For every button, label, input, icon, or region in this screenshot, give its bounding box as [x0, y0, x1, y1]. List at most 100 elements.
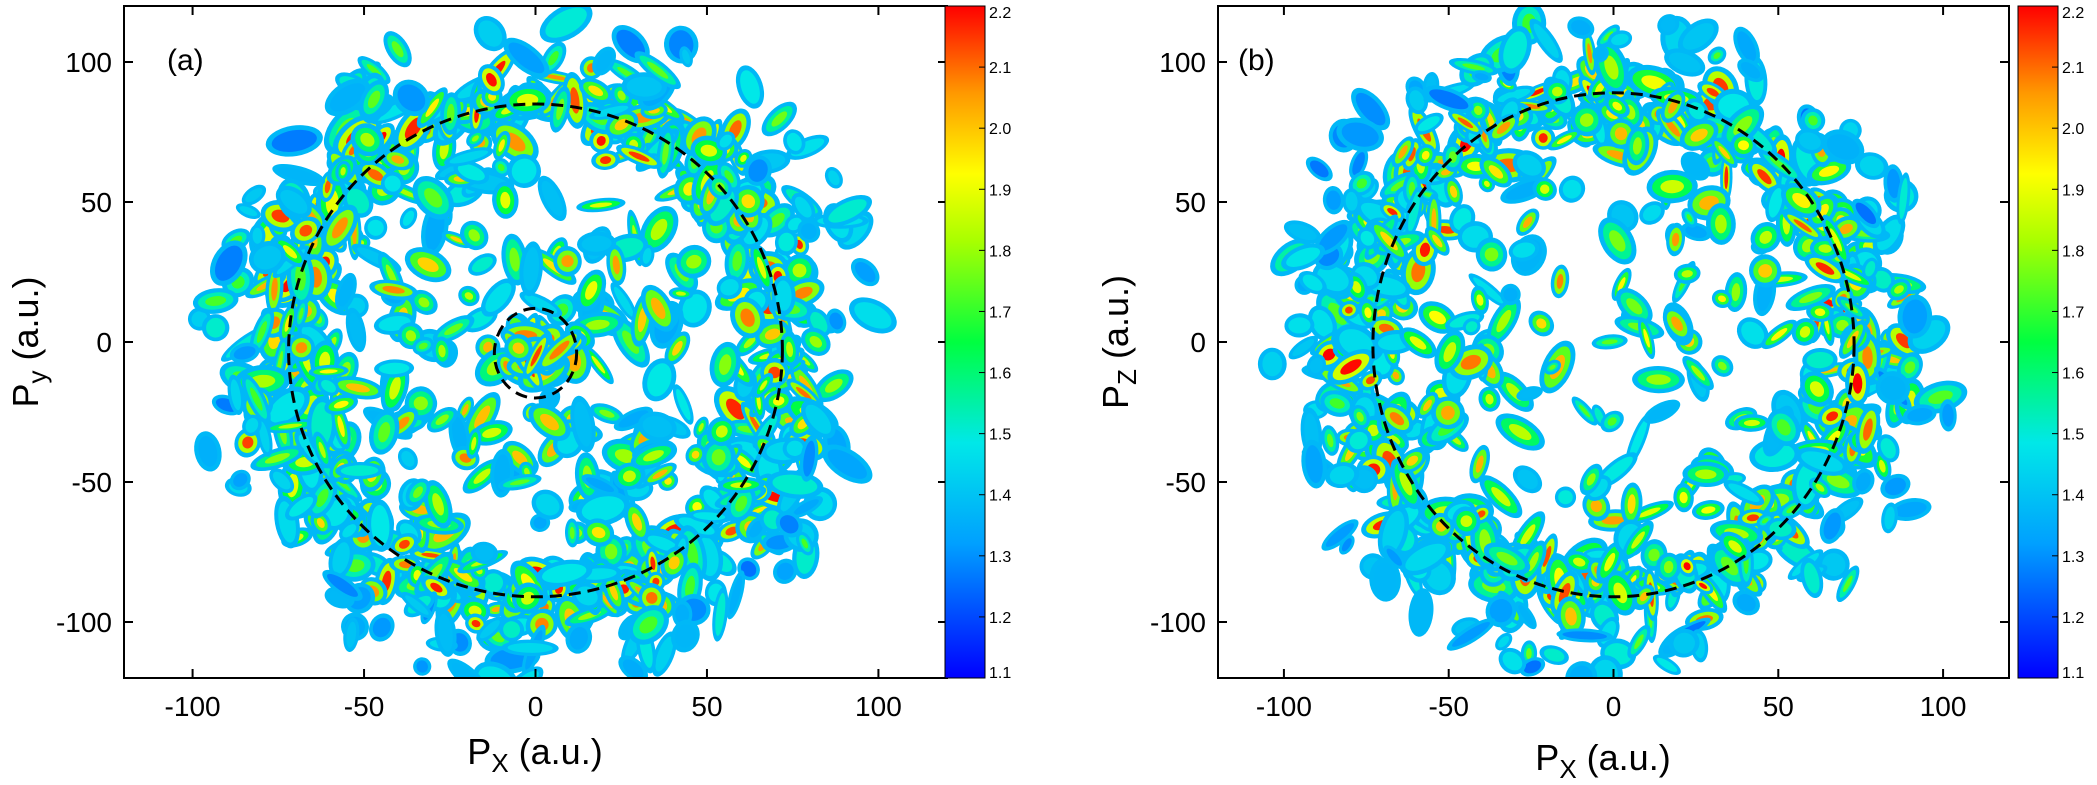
density-blob — [499, 617, 525, 642]
blob-mid — [503, 621, 521, 638]
blob-core — [612, 255, 620, 275]
blob-core — [792, 263, 807, 278]
blob-core — [622, 470, 636, 483]
blob-core — [824, 378, 843, 393]
blob-mid — [1497, 88, 1531, 103]
blob-core — [1604, 55, 1619, 80]
density-blob — [693, 416, 709, 439]
density-blob — [334, 272, 357, 311]
density-blob — [764, 389, 794, 413]
blob-core — [1449, 185, 1458, 198]
blob-mid — [272, 471, 291, 490]
blob-mid — [1873, 270, 1892, 289]
density-blob — [801, 400, 836, 439]
density-blob — [249, 308, 275, 356]
blob-core — [295, 342, 308, 354]
blob-core — [497, 163, 505, 172]
blob-core — [1573, 557, 1586, 567]
blob-core — [548, 51, 559, 66]
colorbar-ticks-a: 1.11.21.31.41.51.61.71.81.92.02.12.2 — [979, 5, 1011, 682]
density-blob — [1804, 253, 1846, 284]
blob-core — [1757, 169, 1772, 185]
x-axis-main-a: P — [467, 731, 491, 772]
colorbar-tick-label: 1.3 — [989, 549, 1011, 566]
blob-core — [1720, 556, 1739, 576]
blob-core — [756, 256, 767, 279]
density-blob — [399, 207, 418, 230]
blob-mid — [438, 613, 453, 652]
blob-core — [432, 493, 444, 516]
density-blob — [645, 547, 661, 579]
density-blob — [229, 469, 251, 491]
blob-core — [622, 330, 640, 354]
blob-mid — [569, 626, 588, 650]
y-axis-main-a: P — [5, 384, 46, 408]
blob-core — [299, 224, 313, 237]
blob-core — [724, 170, 734, 183]
blob-core — [1364, 307, 1372, 319]
density-blob — [627, 605, 669, 645]
blob-mid — [239, 206, 258, 217]
blob-core — [444, 323, 464, 336]
density-blob — [1307, 305, 1338, 342]
blob-core — [1529, 87, 1547, 97]
density-blob — [468, 253, 497, 276]
blob-mid — [372, 617, 391, 638]
blob-core — [1542, 545, 1552, 567]
blob-mid — [479, 620, 500, 639]
density-blob — [423, 480, 453, 529]
blob-mid — [740, 70, 760, 104]
blob-core — [278, 423, 303, 429]
blob-mid — [719, 134, 732, 148]
density-blob — [1692, 577, 1714, 595]
blob-mid — [402, 210, 415, 226]
density-blob — [1831, 215, 1862, 242]
blob-core — [1367, 424, 1380, 437]
density-blob — [331, 403, 351, 450]
density-blob — [577, 231, 617, 256]
density-blob — [651, 631, 677, 677]
density-blob — [1887, 278, 1911, 301]
blob-core — [450, 236, 464, 243]
density-blob — [639, 206, 679, 253]
blob-mid — [545, 7, 587, 38]
blob-core — [1862, 346, 1873, 369]
density-blob — [1626, 64, 1682, 101]
density-blob — [491, 157, 511, 177]
density-blob — [750, 243, 773, 292]
blob-core — [345, 383, 370, 393]
blob-core — [1558, 583, 1571, 604]
density-blob — [366, 499, 394, 552]
y-axis-sub-a: y — [22, 371, 52, 384]
density-blob — [480, 278, 516, 317]
blob-mid — [378, 362, 410, 375]
blob-mid — [793, 499, 819, 515]
blob-mid — [1768, 188, 1783, 218]
blob-core — [242, 436, 254, 449]
density-blob — [789, 496, 823, 519]
blob-core — [1894, 285, 1904, 294]
density-blob — [453, 160, 490, 185]
colorbar-tick-label: 1.4 — [989, 488, 1011, 505]
dashed-ring — [492, 306, 579, 400]
blob-core — [801, 538, 809, 549]
blob-mid — [854, 262, 876, 283]
density-blob — [444, 147, 494, 167]
blob-mid — [367, 219, 384, 236]
blob-core — [1419, 242, 1431, 257]
blob-core — [1761, 518, 1769, 524]
density-blob — [640, 284, 676, 332]
blob-mid — [485, 282, 512, 313]
density-blob — [1765, 183, 1786, 223]
density-blob — [416, 87, 448, 129]
blob-core — [378, 422, 391, 443]
density-blob — [664, 331, 691, 366]
density-blob — [498, 474, 542, 491]
blob-mid — [675, 604, 690, 624]
blob-core — [809, 335, 823, 348]
density-blob — [668, 287, 694, 300]
density-blob — [613, 462, 646, 491]
blob-core — [337, 415, 345, 437]
blob-mid — [397, 84, 426, 112]
blob-mid — [827, 449, 867, 479]
